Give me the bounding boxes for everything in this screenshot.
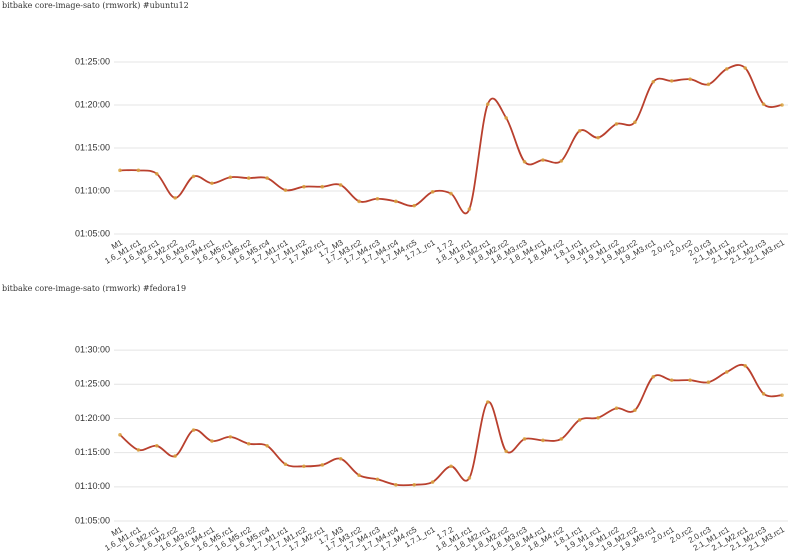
data-point	[283, 188, 288, 192]
data-point	[430, 480, 435, 484]
data-point	[541, 438, 545, 443]
data-point	[651, 79, 656, 84]
y-tick-label: 01:15:00	[75, 142, 110, 152]
data-point	[154, 444, 159, 448]
data-point	[743, 364, 748, 368]
data-point	[633, 120, 637, 124]
data-point	[522, 437, 527, 441]
data-point	[210, 439, 214, 443]
data-point	[320, 463, 325, 467]
data-point	[780, 393, 784, 398]
data-point	[338, 183, 343, 187]
y-tick-label: 01:30:00	[75, 344, 110, 354]
y-tick-label: 01:10:00	[75, 481, 110, 491]
data-point	[228, 435, 233, 439]
data-point	[449, 191, 453, 196]
data-point	[412, 203, 417, 208]
data-point	[761, 102, 766, 106]
data-point	[412, 482, 417, 487]
data-point	[265, 176, 269, 180]
data-point	[154, 172, 159, 176]
data-point	[577, 129, 582, 133]
data-point	[688, 378, 692, 382]
chart-title: bitbake core-image-sato (rmwork) #ubuntu…	[2, 1, 189, 10]
data-point	[136, 448, 141, 452]
data-point	[394, 482, 398, 487]
y-tick-label: 01:20:00	[75, 413, 110, 423]
data-point	[210, 181, 214, 186]
data-point	[394, 199, 398, 204]
data-point	[118, 433, 122, 437]
data-point	[191, 428, 196, 432]
data-point	[467, 476, 472, 480]
data-point	[173, 196, 177, 200]
data-point	[302, 464, 306, 469]
data-point	[541, 158, 545, 162]
data-point	[136, 168, 141, 173]
data-point	[320, 184, 325, 189]
data-point	[467, 207, 472, 211]
data-point	[596, 135, 600, 140]
data-point	[173, 454, 177, 458]
data-point	[559, 159, 564, 163]
data-point	[504, 449, 508, 454]
data-point	[485, 400, 490, 404]
data-point	[725, 67, 729, 71]
data-point	[430, 190, 435, 194]
y-tick-label: 01:10:00	[75, 185, 110, 195]
y-tick-label: 01:25:00	[75, 56, 110, 66]
data-point	[265, 444, 269, 448]
data-point	[375, 477, 380, 482]
data-point	[559, 437, 564, 441]
data-point	[522, 159, 527, 164]
data-point	[246, 176, 251, 180]
data-point	[688, 77, 692, 81]
data-point	[596, 415, 600, 420]
chart-title: bitbake core-image-sato (rmwork) #fedora…	[2, 284, 186, 293]
data-point	[651, 374, 656, 379]
data-point	[669, 79, 674, 83]
data-point	[228, 175, 233, 180]
data-point	[283, 462, 288, 467]
data-point	[485, 102, 490, 106]
y-tick-label: 01:15:00	[75, 447, 110, 457]
data-point	[780, 103, 784, 107]
data-point	[375, 196, 380, 201]
data-point	[743, 66, 748, 70]
data-point	[669, 378, 674, 382]
data-point	[191, 174, 196, 179]
data-point	[302, 184, 306, 189]
data-point	[338, 456, 343, 461]
data-point	[614, 122, 619, 126]
data-point	[614, 406, 619, 411]
data-point	[706, 82, 711, 87]
data-point	[761, 392, 766, 396]
data-point	[725, 370, 729, 374]
data-point	[633, 408, 637, 413]
data-point	[577, 418, 582, 422]
data-point	[246, 441, 251, 446]
data-point	[118, 168, 122, 173]
y-tick-label: 01:20:00	[75, 99, 110, 109]
y-tick-label: 01:25:00	[75, 379, 110, 389]
data-point	[357, 473, 361, 477]
data-point	[449, 464, 453, 469]
data-point	[504, 116, 508, 120]
data-point	[706, 380, 711, 385]
data-point	[357, 199, 361, 204]
y-tick-label: 01:05:00	[75, 515, 110, 525]
y-tick-label: 01:05:00	[75, 228, 110, 238]
